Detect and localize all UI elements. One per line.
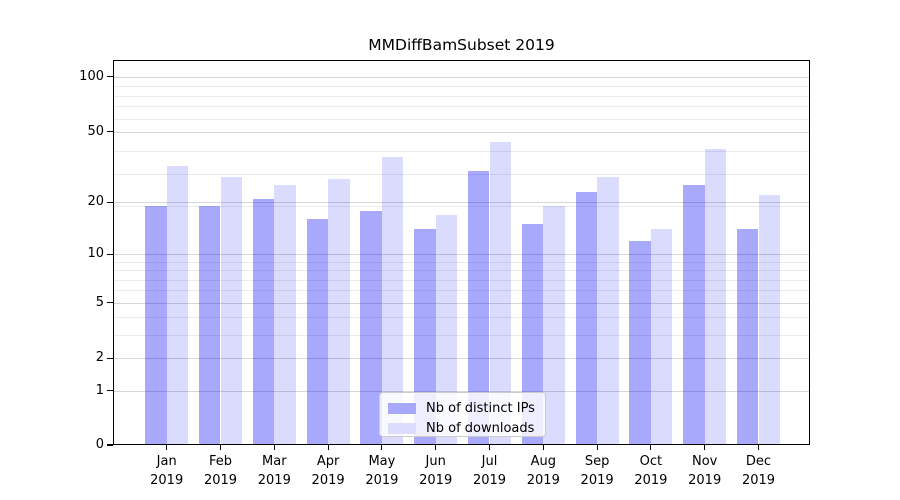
legend-item-distinct-ips: Nb of distinct IPs [388,398,537,418]
x-tick-mark [757,445,760,450]
x-tick-mark [327,445,329,450]
bar-distinct-ips [198,206,221,445]
y-tick-mark [107,201,113,203]
gridline-minor [113,106,810,108]
x-tick-mark [542,445,544,450]
gridline-major [113,358,810,360]
y-tick-label: 1 [95,382,104,398]
bar-distinct-ips [467,171,490,445]
y-tick-mark [107,76,113,78]
gridline-minor [113,173,810,175]
y-tick-label: 100 [79,68,104,84]
bar-downloads [489,141,512,445]
gridline-minor [113,86,810,87]
bar-distinct-ips [575,191,598,445]
y-tick-label: 5 [95,294,104,310]
y-tick-label: 10 [87,246,104,262]
bar-downloads [220,176,243,445]
x-tick-mark [488,445,491,450]
bar-distinct-ips [252,198,275,445]
x-tick-mark [166,445,168,450]
bar-downloads [758,195,781,445]
gridline-major [113,76,810,78]
bar-distinct-ips [306,219,329,445]
gridline-minor [113,118,810,120]
x-tick-mark [704,445,706,450]
legend-label-distinct-ips: Nb of distinct IPs [426,400,535,416]
y-tick-mark [107,357,113,359]
y-tick-label: 20 [87,194,104,210]
gridline-minor [113,206,810,208]
x-tick-label: Aug 2019 [526,454,560,488]
y-tick-mark [107,253,113,255]
gridline-minor [113,335,810,337]
gridline-minor [113,95,810,97]
y-tick-mark [107,390,113,392]
legend-swatch-distinct-ips [388,402,416,414]
legend-item-downloads: Nb of downloads [388,418,537,438]
gridline-major [113,254,810,256]
x-tick-label: Sep 2019 [580,454,614,488]
bar-downloads [597,176,619,445]
bar-downloads [328,179,350,445]
x-tick-label: Feb 2019 [203,454,238,488]
bar-downloads [704,148,727,445]
y-tick-label: 0 [95,437,104,452]
bar-downloads [435,214,458,445]
gridline-minor [113,317,810,319]
bar-distinct-ips [521,224,544,445]
bar-downloads [543,206,565,445]
bar-downloads [166,166,189,445]
bar-distinct-ips [683,185,705,445]
bar-distinct-ips [629,240,651,445]
y-tick-mark [107,302,113,304]
x-tick-label: Jan 2019 [150,454,184,488]
bar-downloads [274,185,296,445]
bar-downloads [650,229,673,445]
gridline-major [113,202,810,204]
x-tick-label: Apr 2019 [311,454,345,488]
x-tick-label: Dec 2019 [741,454,776,488]
bar-distinct-ips [145,206,167,445]
gridline-minor [113,261,810,263]
bar-downloads [381,157,404,445]
x-tick-label: Nov 2019 [688,454,722,488]
x-tick-label: Oct 2019 [634,454,668,488]
bar-distinct-ips [360,210,382,445]
gridline-major [113,302,810,304]
x-tick-label: Jun 2019 [419,454,453,488]
legend-label-downloads: Nb of downloads [426,420,535,436]
legend: Nb of distinct IPs Nb of downloads [379,392,546,437]
x-tick-mark [435,445,437,450]
x-tick-label: Mar 2019 [257,454,291,488]
y-tick-label: 50 [87,123,104,139]
legend-swatch-downloads [388,422,416,434]
y-tick-mark [107,444,113,446]
x-tick-mark [219,445,222,450]
x-tick-label: May 2019 [365,454,399,488]
gridline-minor [113,279,810,281]
bar-distinct-ips [414,229,436,445]
x-tick-mark [596,445,598,450]
gridline-major [113,390,810,392]
x-tick-mark [650,445,652,450]
chart-title: MMDiffBamSubset 2019 [368,36,555,54]
bar-distinct-ips [736,229,759,445]
gridline-major [113,131,810,133]
y-tick-label: 2 [95,350,104,366]
x-tick-mark [273,445,275,450]
y-tick-mark [107,130,113,133]
gridline-minor [113,150,810,152]
x-tick-label: Jul 2019 [472,454,507,488]
gridline-minor [113,290,810,292]
x-tick-mark [381,445,383,450]
gridline-minor [113,270,810,272]
